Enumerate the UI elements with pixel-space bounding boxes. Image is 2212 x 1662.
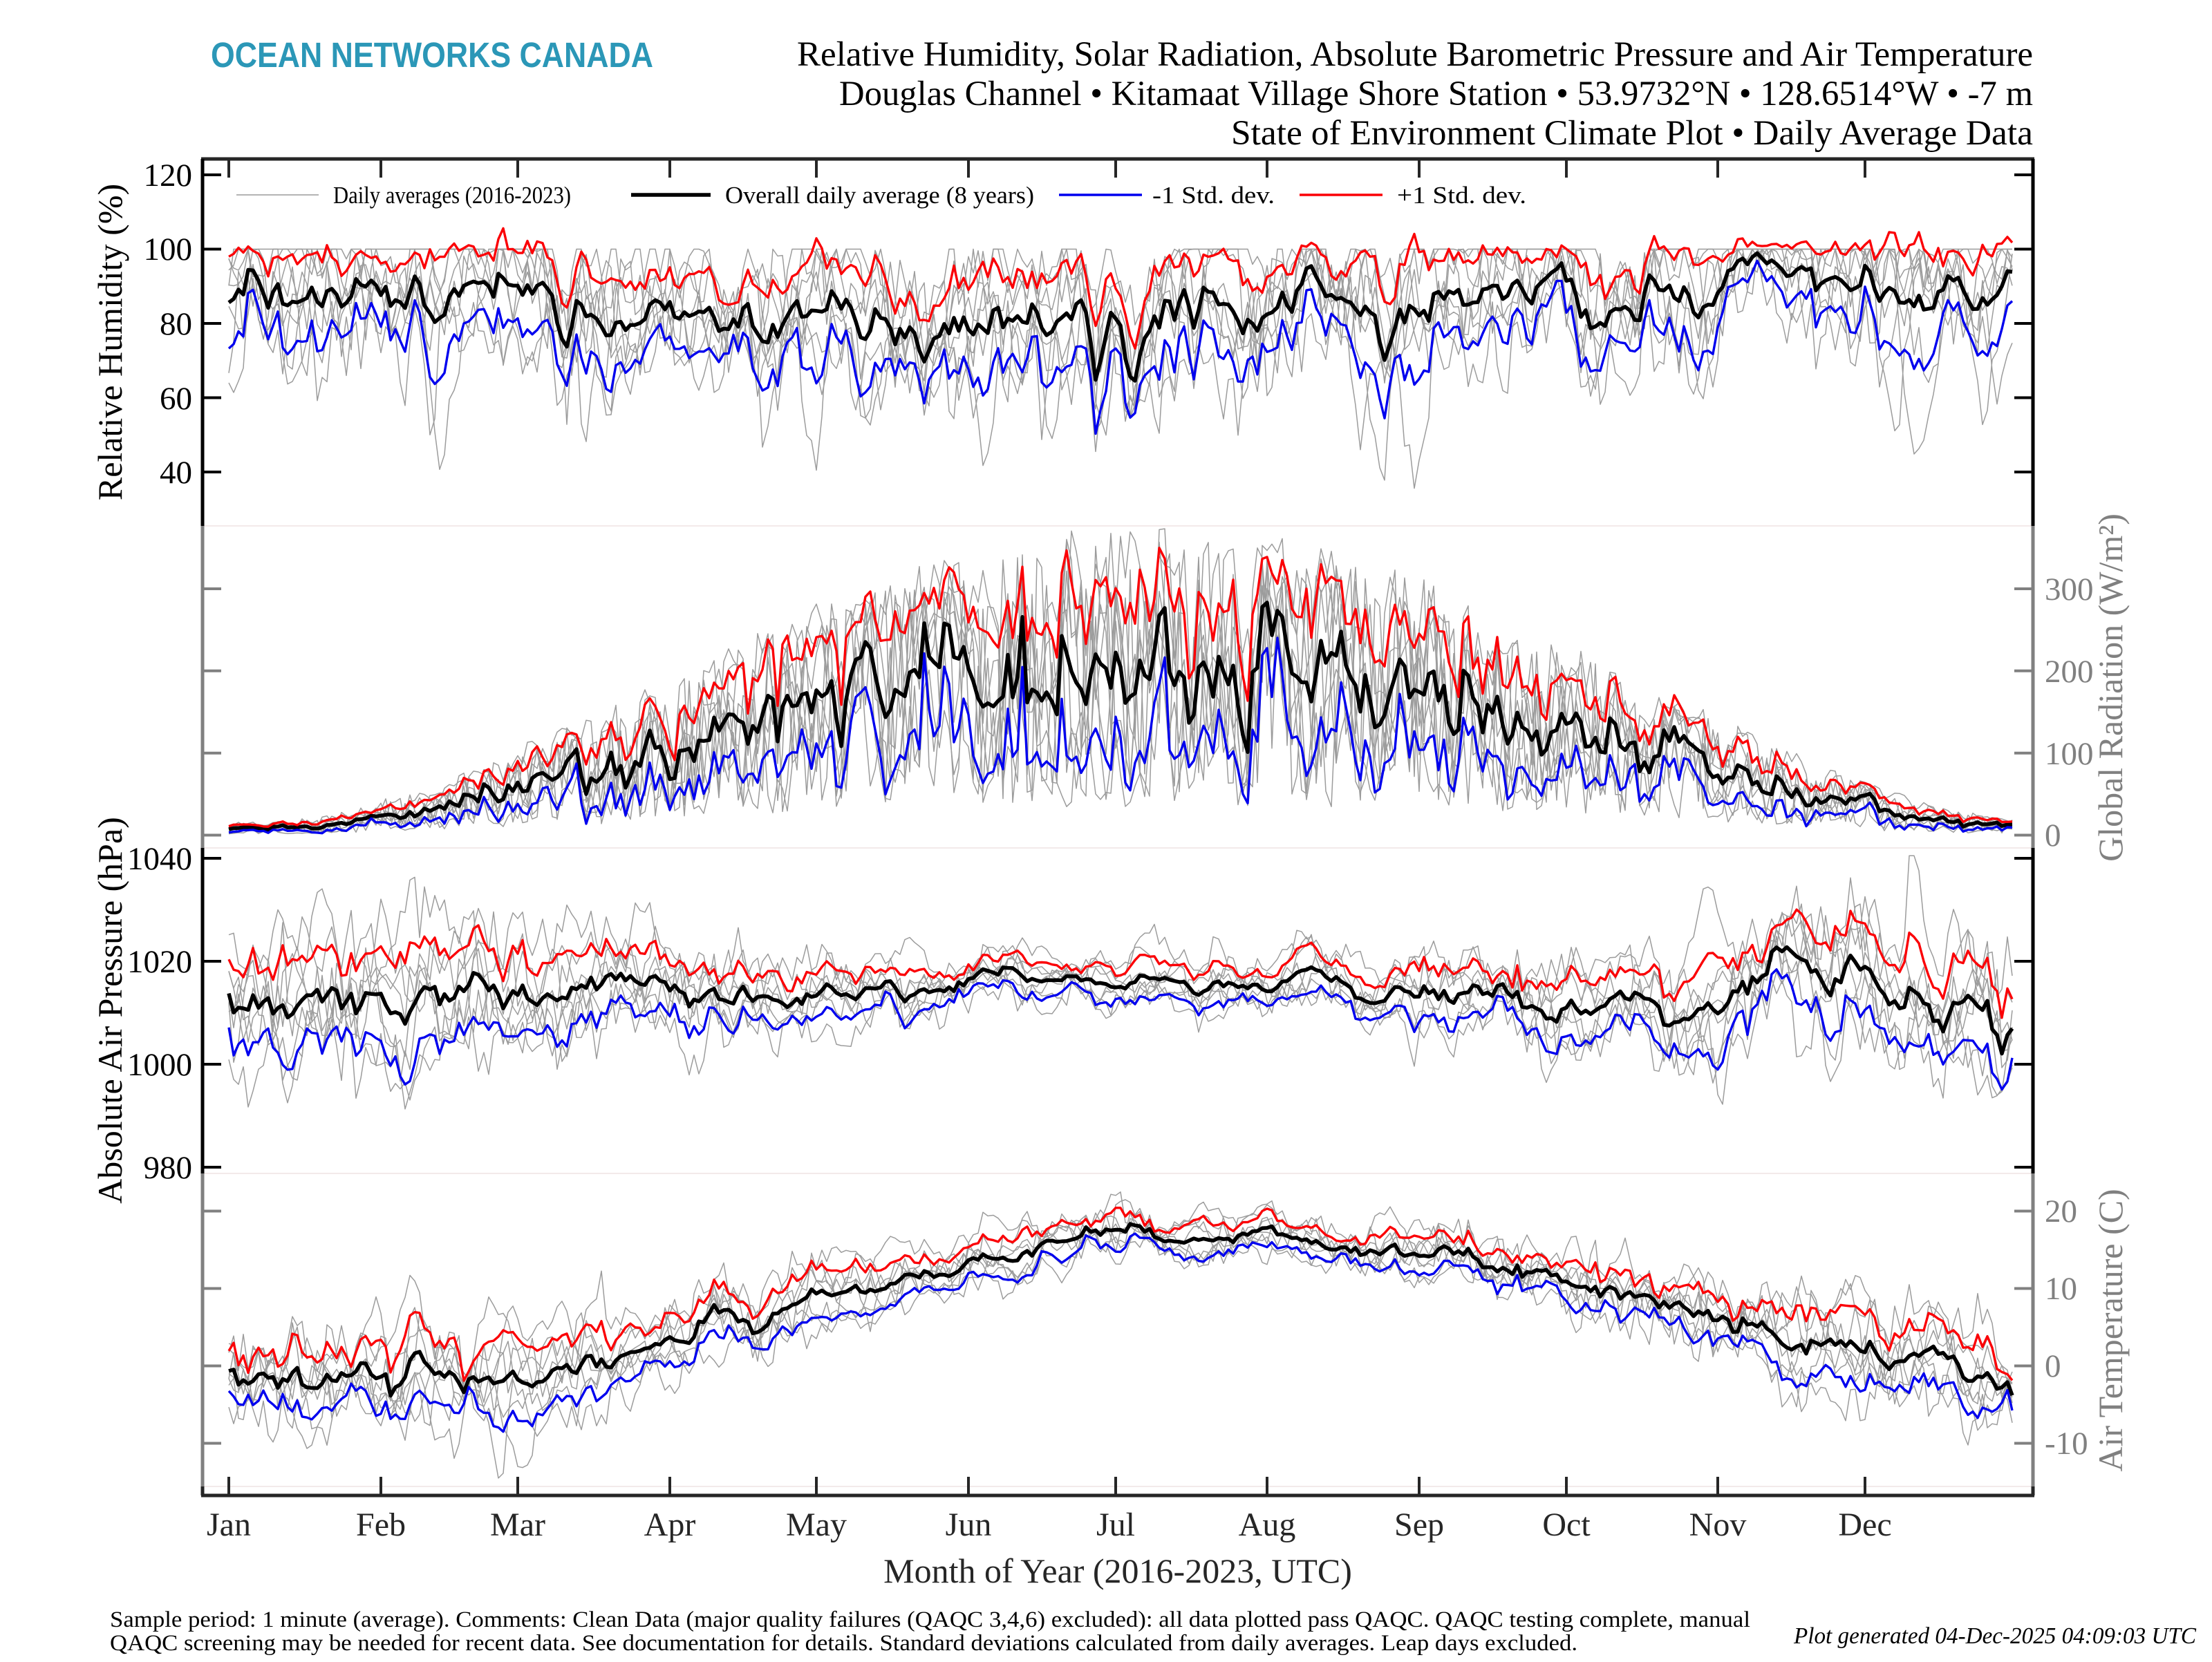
- svg-text:80: 80: [160, 306, 192, 342]
- svg-text:Douglas Channel • Kitamaat Vil: Douglas Channel • Kitamaat Village Shore…: [839, 75, 2033, 113]
- svg-text:300: 300: [2045, 572, 2094, 607]
- svg-text:State of Environment Climate P: State of Environment Climate Plot • Dail…: [1231, 114, 2033, 153]
- svg-text:120: 120: [144, 158, 193, 193]
- svg-text:Relative Humidity (%): Relative Humidity (%): [91, 184, 129, 500]
- svg-text:Jun: Jun: [946, 1507, 992, 1543]
- svg-text:Overall daily average (8 years: Overall daily average (8 years): [725, 182, 1034, 209]
- svg-text:Sep: Sep: [1394, 1507, 1444, 1543]
- svg-text:10: 10: [2045, 1271, 2077, 1307]
- svg-text:Daily averages (2016-2023): Daily averages (2016-2023): [333, 182, 571, 209]
- svg-text:0: 0: [2045, 818, 2061, 853]
- svg-text:Sample period: 1 minute (avera: Sample period: 1 minute (average). Comme…: [110, 1607, 1750, 1632]
- svg-text:Aug: Aug: [1239, 1507, 1296, 1543]
- svg-text:100: 100: [2045, 736, 2094, 772]
- svg-text:1040: 1040: [127, 841, 192, 877]
- svg-text:QAQC screening may be needed f: QAQC screening may be needed for recent …: [110, 1631, 1577, 1656]
- svg-text:1000: 1000: [127, 1047, 192, 1083]
- svg-text:Month of Year (2016-2023, UTC): Month of Year (2016-2023, UTC): [883, 1551, 1352, 1590]
- svg-text:+1 Std. dev.: +1 Std. dev.: [1397, 182, 1526, 209]
- svg-text:Apr: Apr: [644, 1507, 696, 1543]
- svg-text:Air Temperature (C): Air Temperature (C): [2091, 1189, 2130, 1471]
- svg-text:Jan: Jan: [207, 1507, 251, 1543]
- svg-text:980: 980: [144, 1150, 193, 1186]
- svg-text:Feb: Feb: [356, 1507, 406, 1543]
- svg-text:20: 20: [2045, 1193, 2077, 1229]
- svg-text:Jul: Jul: [1096, 1507, 1135, 1543]
- svg-text:May: May: [786, 1507, 847, 1543]
- svg-text:100: 100: [144, 232, 193, 267]
- svg-text:Absolute Air Pressure (hPa): Absolute Air Pressure (hPa): [91, 817, 129, 1204]
- svg-text:Dec: Dec: [1838, 1507, 1891, 1543]
- svg-text:Nov: Nov: [1689, 1507, 1747, 1543]
- svg-text:Global Radiation (W/m²): Global Radiation (W/m²): [2091, 513, 2130, 862]
- svg-text:Plot generated 04-Dec-2025 04:: Plot generated 04-Dec-2025 04:09:03 UTC: [1793, 1623, 2196, 1649]
- svg-text:1020: 1020: [127, 944, 192, 980]
- svg-text:-1 Std. dev.: -1 Std. dev.: [1152, 182, 1275, 209]
- svg-text:60: 60: [160, 381, 192, 417]
- svg-text:Mar: Mar: [490, 1507, 545, 1543]
- svg-text:-10: -10: [2045, 1426, 2088, 1462]
- svg-text:0: 0: [2045, 1348, 2061, 1384]
- svg-text:200: 200: [2045, 654, 2094, 690]
- svg-text:OCEAN NETWORKS CANADA: OCEAN NETWORKS CANADA: [211, 35, 653, 75]
- svg-text:Oct: Oct: [1542, 1507, 1591, 1543]
- svg-text:Relative Humidity, Solar Radia: Relative Humidity, Solar Radiation, Abso…: [797, 35, 2033, 74]
- svg-text:40: 40: [160, 455, 192, 491]
